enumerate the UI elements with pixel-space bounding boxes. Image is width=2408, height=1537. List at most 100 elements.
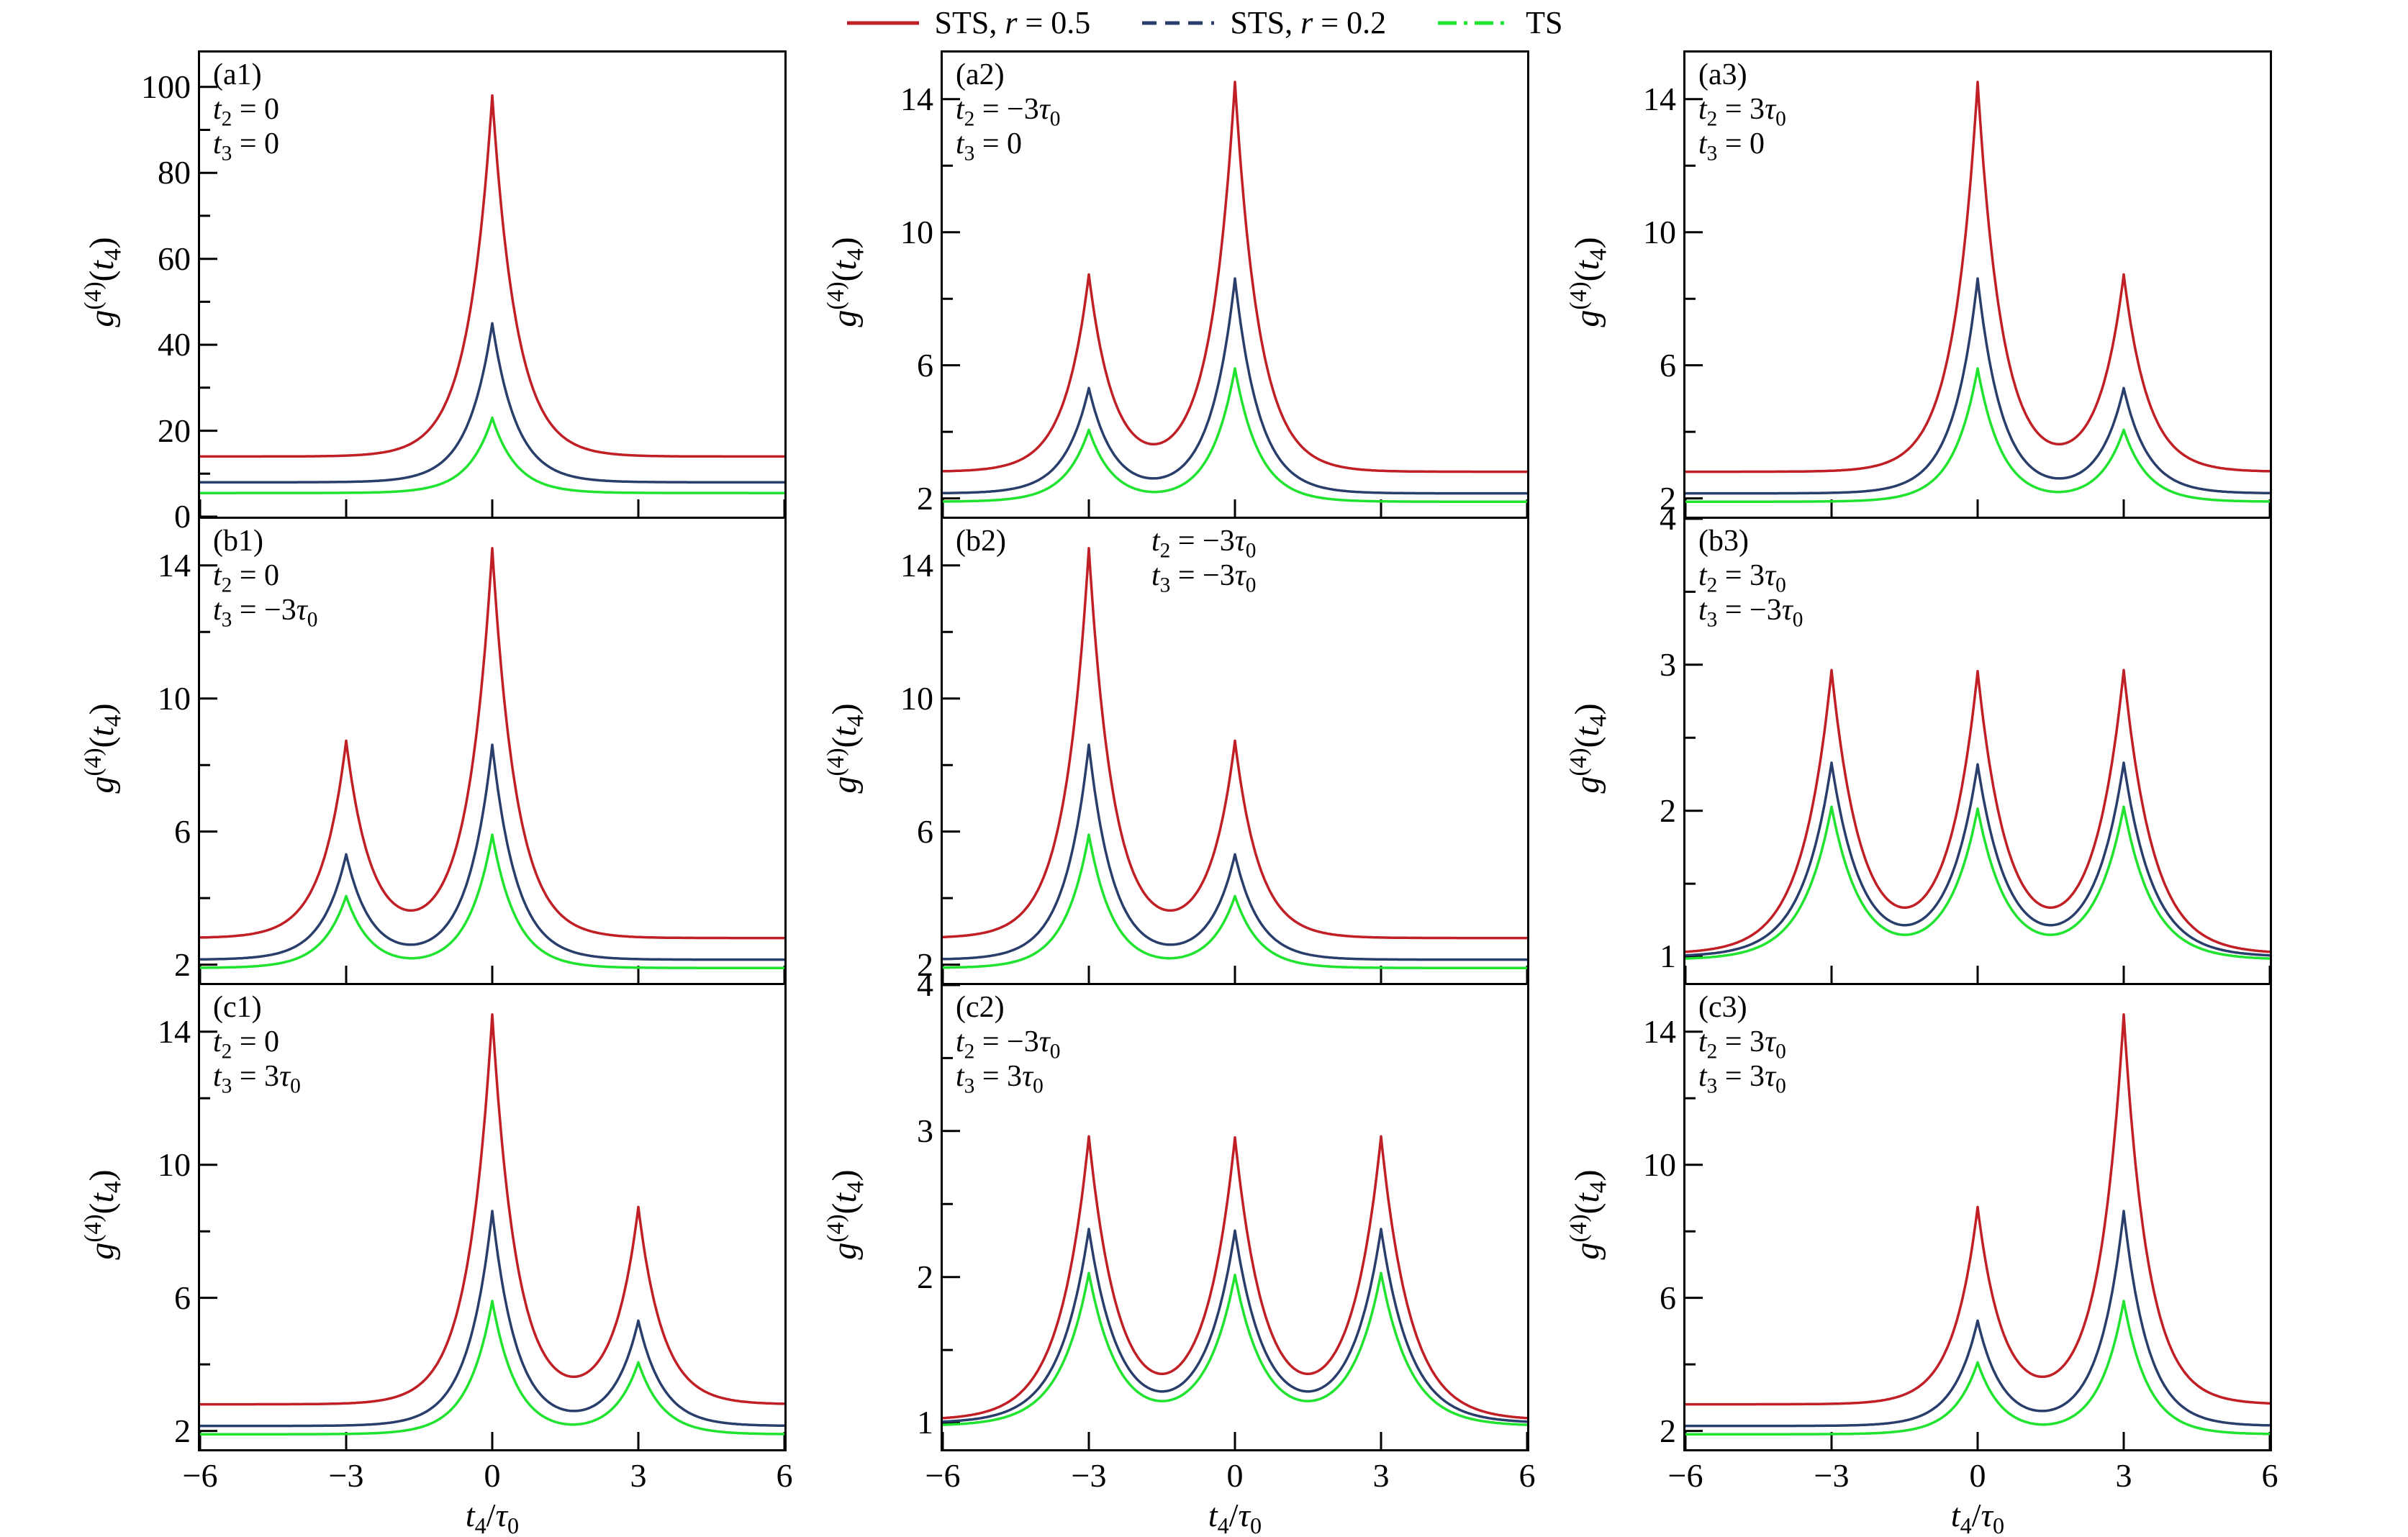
curve-sts-r05-b1 bbox=[200, 547, 784, 940]
curve-sts-r02-a3 bbox=[1685, 277, 2270, 495]
y-tick-label: 10 bbox=[158, 679, 191, 717]
axis-ticks bbox=[943, 98, 1527, 517]
panel-c1: (c1) t2 = 0 t3 = 3τ0 bbox=[198, 983, 787, 1451]
curve-sts-r02-c2 bbox=[943, 1228, 1527, 1423]
curve-sts-r02-c3 bbox=[1685, 1210, 2270, 1428]
axis-ticks bbox=[943, 985, 1527, 1449]
y-tick-label: 6 bbox=[1660, 1279, 1676, 1316]
panel-param-t2: t2 = 0 bbox=[213, 93, 280, 131]
legend-line-sts-r05 bbox=[846, 21, 919, 24]
panel-label-a3: (a3) bbox=[1698, 58, 1747, 91]
curve-ts-c3 bbox=[1685, 1300, 2270, 1436]
x-tick-label: 3 bbox=[630, 1457, 647, 1494]
panel-param-t2: t2 = −3τ0 bbox=[956, 93, 1061, 131]
panel-b2: (b2) t2 = −3τ0 t3 = −3τ0 bbox=[941, 517, 1529, 985]
x-tick-label: −6 bbox=[1667, 1457, 1703, 1494]
plot-canvas-b3 bbox=[1685, 519, 2270, 983]
y-tick-label: 2 bbox=[917, 1258, 933, 1295]
y-tick-label: 1 bbox=[917, 1404, 933, 1441]
legend-label: STS, r = 0.2 bbox=[1230, 5, 1387, 40]
y-tick-label: 6 bbox=[174, 1279, 191, 1316]
y-tick-label: 10 bbox=[900, 679, 933, 717]
y-tick-label: 2 bbox=[174, 1412, 191, 1449]
curve-sts-r02-b3 bbox=[1685, 761, 2270, 957]
panel-param-t3: t3 = 0 bbox=[213, 127, 280, 166]
panel-label-c1: (c1) bbox=[213, 991, 262, 1024]
curve-sts-r02-c1 bbox=[200, 1210, 784, 1428]
curve-sts-r02-a2 bbox=[943, 277, 1527, 495]
y-tick-label: 10 bbox=[158, 1146, 191, 1183]
legend: STS, r = 0.5 STS, r = 0.2 TS bbox=[0, 4, 2408, 41]
y-tick-label: 20 bbox=[158, 412, 191, 449]
plot-canvas-a3 bbox=[1685, 81, 2270, 517]
panel-param-t2: t2 = −3τ0 bbox=[956, 1025, 1061, 1064]
x-tick-label: 0 bbox=[1969, 1457, 1986, 1494]
x-tick-label: −6 bbox=[925, 1457, 961, 1494]
legend-item-ts: TS bbox=[1436, 4, 1562, 41]
panel-param-t2: t2 = 0 bbox=[213, 1025, 280, 1064]
axis-ticks bbox=[200, 86, 784, 517]
panel-param-t3: t3 = 3τ0 bbox=[1698, 1060, 1786, 1098]
panel-param-t3: t3 = −3τ0 bbox=[1698, 594, 1803, 632]
panel-param-t2: t2 = 3τ0 bbox=[1698, 93, 1786, 131]
curve-ts-a2 bbox=[943, 367, 1527, 503]
axis-ticks bbox=[1685, 519, 2270, 983]
x-tick-label: 6 bbox=[2261, 1457, 2278, 1494]
legend-label: TS bbox=[1526, 5, 1563, 40]
y-tick-label: 3 bbox=[1660, 645, 1676, 683]
y-tick-label: 3 bbox=[917, 1112, 933, 1149]
panel-a1: (a1) t2 = 0 t3 = 0 bbox=[198, 50, 787, 519]
legend-item-sts-r02: STS, r = 0.2 bbox=[1141, 4, 1386, 41]
curve-ts-a1 bbox=[200, 416, 784, 494]
panel-param-t2: t2 = 3τ0 bbox=[1698, 1025, 1786, 1064]
y-tick-label: 2 bbox=[1660, 1412, 1676, 1449]
y-tick-label: 10 bbox=[900, 213, 933, 250]
plot-canvas-b1 bbox=[200, 547, 784, 983]
x-tick-label: 6 bbox=[776, 1457, 793, 1494]
x-tick-label: −3 bbox=[328, 1457, 364, 1494]
y-tick-label: 1 bbox=[1660, 938, 1676, 975]
panel-param-t2: t2 = 0 bbox=[213, 559, 280, 597]
plot-canvas-a1 bbox=[200, 86, 784, 517]
x-tick-label: −3 bbox=[1814, 1457, 1850, 1494]
panel-b1: (b1) t2 = 0 t3 = −3τ0 bbox=[198, 517, 787, 985]
x-axis-label-c1: t4/τ0 bbox=[465, 1497, 520, 1537]
curve-sts-r05-a2 bbox=[943, 81, 1527, 473]
x-tick-label: −3 bbox=[1071, 1457, 1107, 1494]
x-tick-label: 3 bbox=[2115, 1457, 2132, 1494]
panel-label-b1: (b1) bbox=[213, 525, 263, 558]
x-axis-label-c2: t4/τ0 bbox=[1208, 1497, 1262, 1537]
curve-sts-r05-c1 bbox=[200, 1013, 784, 1406]
curve-ts-a3 bbox=[1685, 367, 2270, 503]
x-tick-label: 3 bbox=[1372, 1457, 1390, 1494]
panel-param-t2: t2 = 3τ0 bbox=[1698, 559, 1786, 597]
curve-sts-r02-b2 bbox=[943, 743, 1527, 961]
y-tick-label: 0 bbox=[174, 498, 191, 535]
y-tick-label: 10 bbox=[1643, 213, 1676, 250]
curve-sts-r05-b2 bbox=[943, 547, 1527, 940]
x-axis-label-c3: t4/τ0 bbox=[1950, 1497, 2005, 1537]
panel-b3: (b3) t2 = 3τ0 t3 = −3τ0 bbox=[1683, 517, 2272, 985]
plot-canvas-b2 bbox=[943, 547, 1527, 983]
curve-sts-r05-a1 bbox=[200, 94, 784, 458]
y-tick-label: 14 bbox=[1643, 1012, 1676, 1050]
curve-sts-r05-c3 bbox=[1685, 1013, 2270, 1406]
y-tick-label: 80 bbox=[158, 154, 191, 191]
y-tick-label: 10 bbox=[1643, 1146, 1676, 1183]
y-tick-label: 2 bbox=[1660, 792, 1676, 829]
x-tick-label: 0 bbox=[1226, 1457, 1244, 1494]
axis-ticks bbox=[943, 564, 1527, 983]
y-tick-label: 2 bbox=[174, 946, 191, 983]
panel-param-t3: t3 = 3τ0 bbox=[213, 1060, 301, 1098]
curve-ts-b3 bbox=[1685, 805, 2270, 960]
legend-label: STS, r = 0.5 bbox=[934, 5, 1091, 40]
axis-ticks bbox=[1685, 1030, 2270, 1449]
y-tick-label: 4 bbox=[917, 966, 933, 1003]
curve-ts-b2 bbox=[943, 833, 1527, 969]
panel-a2: (a2) t2 = −3τ0 t3 = 0 bbox=[941, 50, 1529, 519]
panel-a3: (a3) t2 = 3τ0 t3 = 0 bbox=[1683, 50, 2272, 519]
x-tick-label: 6 bbox=[1518, 1457, 1536, 1494]
plot-canvas-c2 bbox=[943, 985, 1527, 1449]
y-tick-label: 14 bbox=[158, 546, 191, 584]
